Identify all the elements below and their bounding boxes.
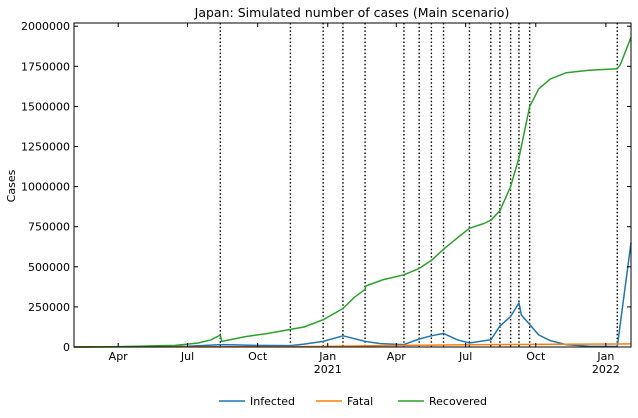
series-line-infected xyxy=(73,242,632,348)
y-tick-label: 500000 xyxy=(28,261,70,274)
x-tick-label: Jan xyxy=(596,350,614,363)
x-tick-label: Apr xyxy=(109,350,129,363)
y-tick-label: 0 xyxy=(63,341,70,354)
y-tick-label: 1500000 xyxy=(21,100,70,113)
y-tick-label: 750000 xyxy=(28,221,70,234)
x-tick-year-label: 2021 xyxy=(314,363,342,376)
y-tick-label: 1000000 xyxy=(21,181,70,194)
y-tick-label: 250000 xyxy=(28,301,70,314)
plot-area-frame xyxy=(73,22,632,348)
chart-title: Japan: Simulated number of cases (Main s… xyxy=(194,5,510,20)
x-tick-year-label: 2022 xyxy=(592,363,620,376)
legend-label-fatal: Fatal xyxy=(347,395,373,408)
y-tick-label: 1750000 xyxy=(21,60,70,73)
phase-change-lines xyxy=(219,23,618,347)
x-tick-label: Jan xyxy=(318,350,336,363)
y-axis-label: Cases xyxy=(5,169,18,202)
legend-label-infected: Infected xyxy=(250,395,295,408)
y-axis: 0 250000 500000 750000 1000000 1250000 1500000… xyxy=(21,20,631,354)
legend: Infected Fatal Recovered xyxy=(219,395,487,408)
y-tick-label: 1250000 xyxy=(21,141,70,154)
x-tick-label: Apr xyxy=(387,350,407,363)
series-layer xyxy=(73,37,632,348)
x-tick-label: Oct xyxy=(526,350,546,363)
legend-label-recovered: Recovered xyxy=(429,395,487,408)
x-tick-label: Oct xyxy=(248,350,268,363)
series-line-recovered xyxy=(73,37,632,348)
x-tick-label: Jul xyxy=(180,350,194,363)
x-tick-label: Jul xyxy=(458,350,472,363)
y-tick-label: 2000000 xyxy=(21,20,70,33)
